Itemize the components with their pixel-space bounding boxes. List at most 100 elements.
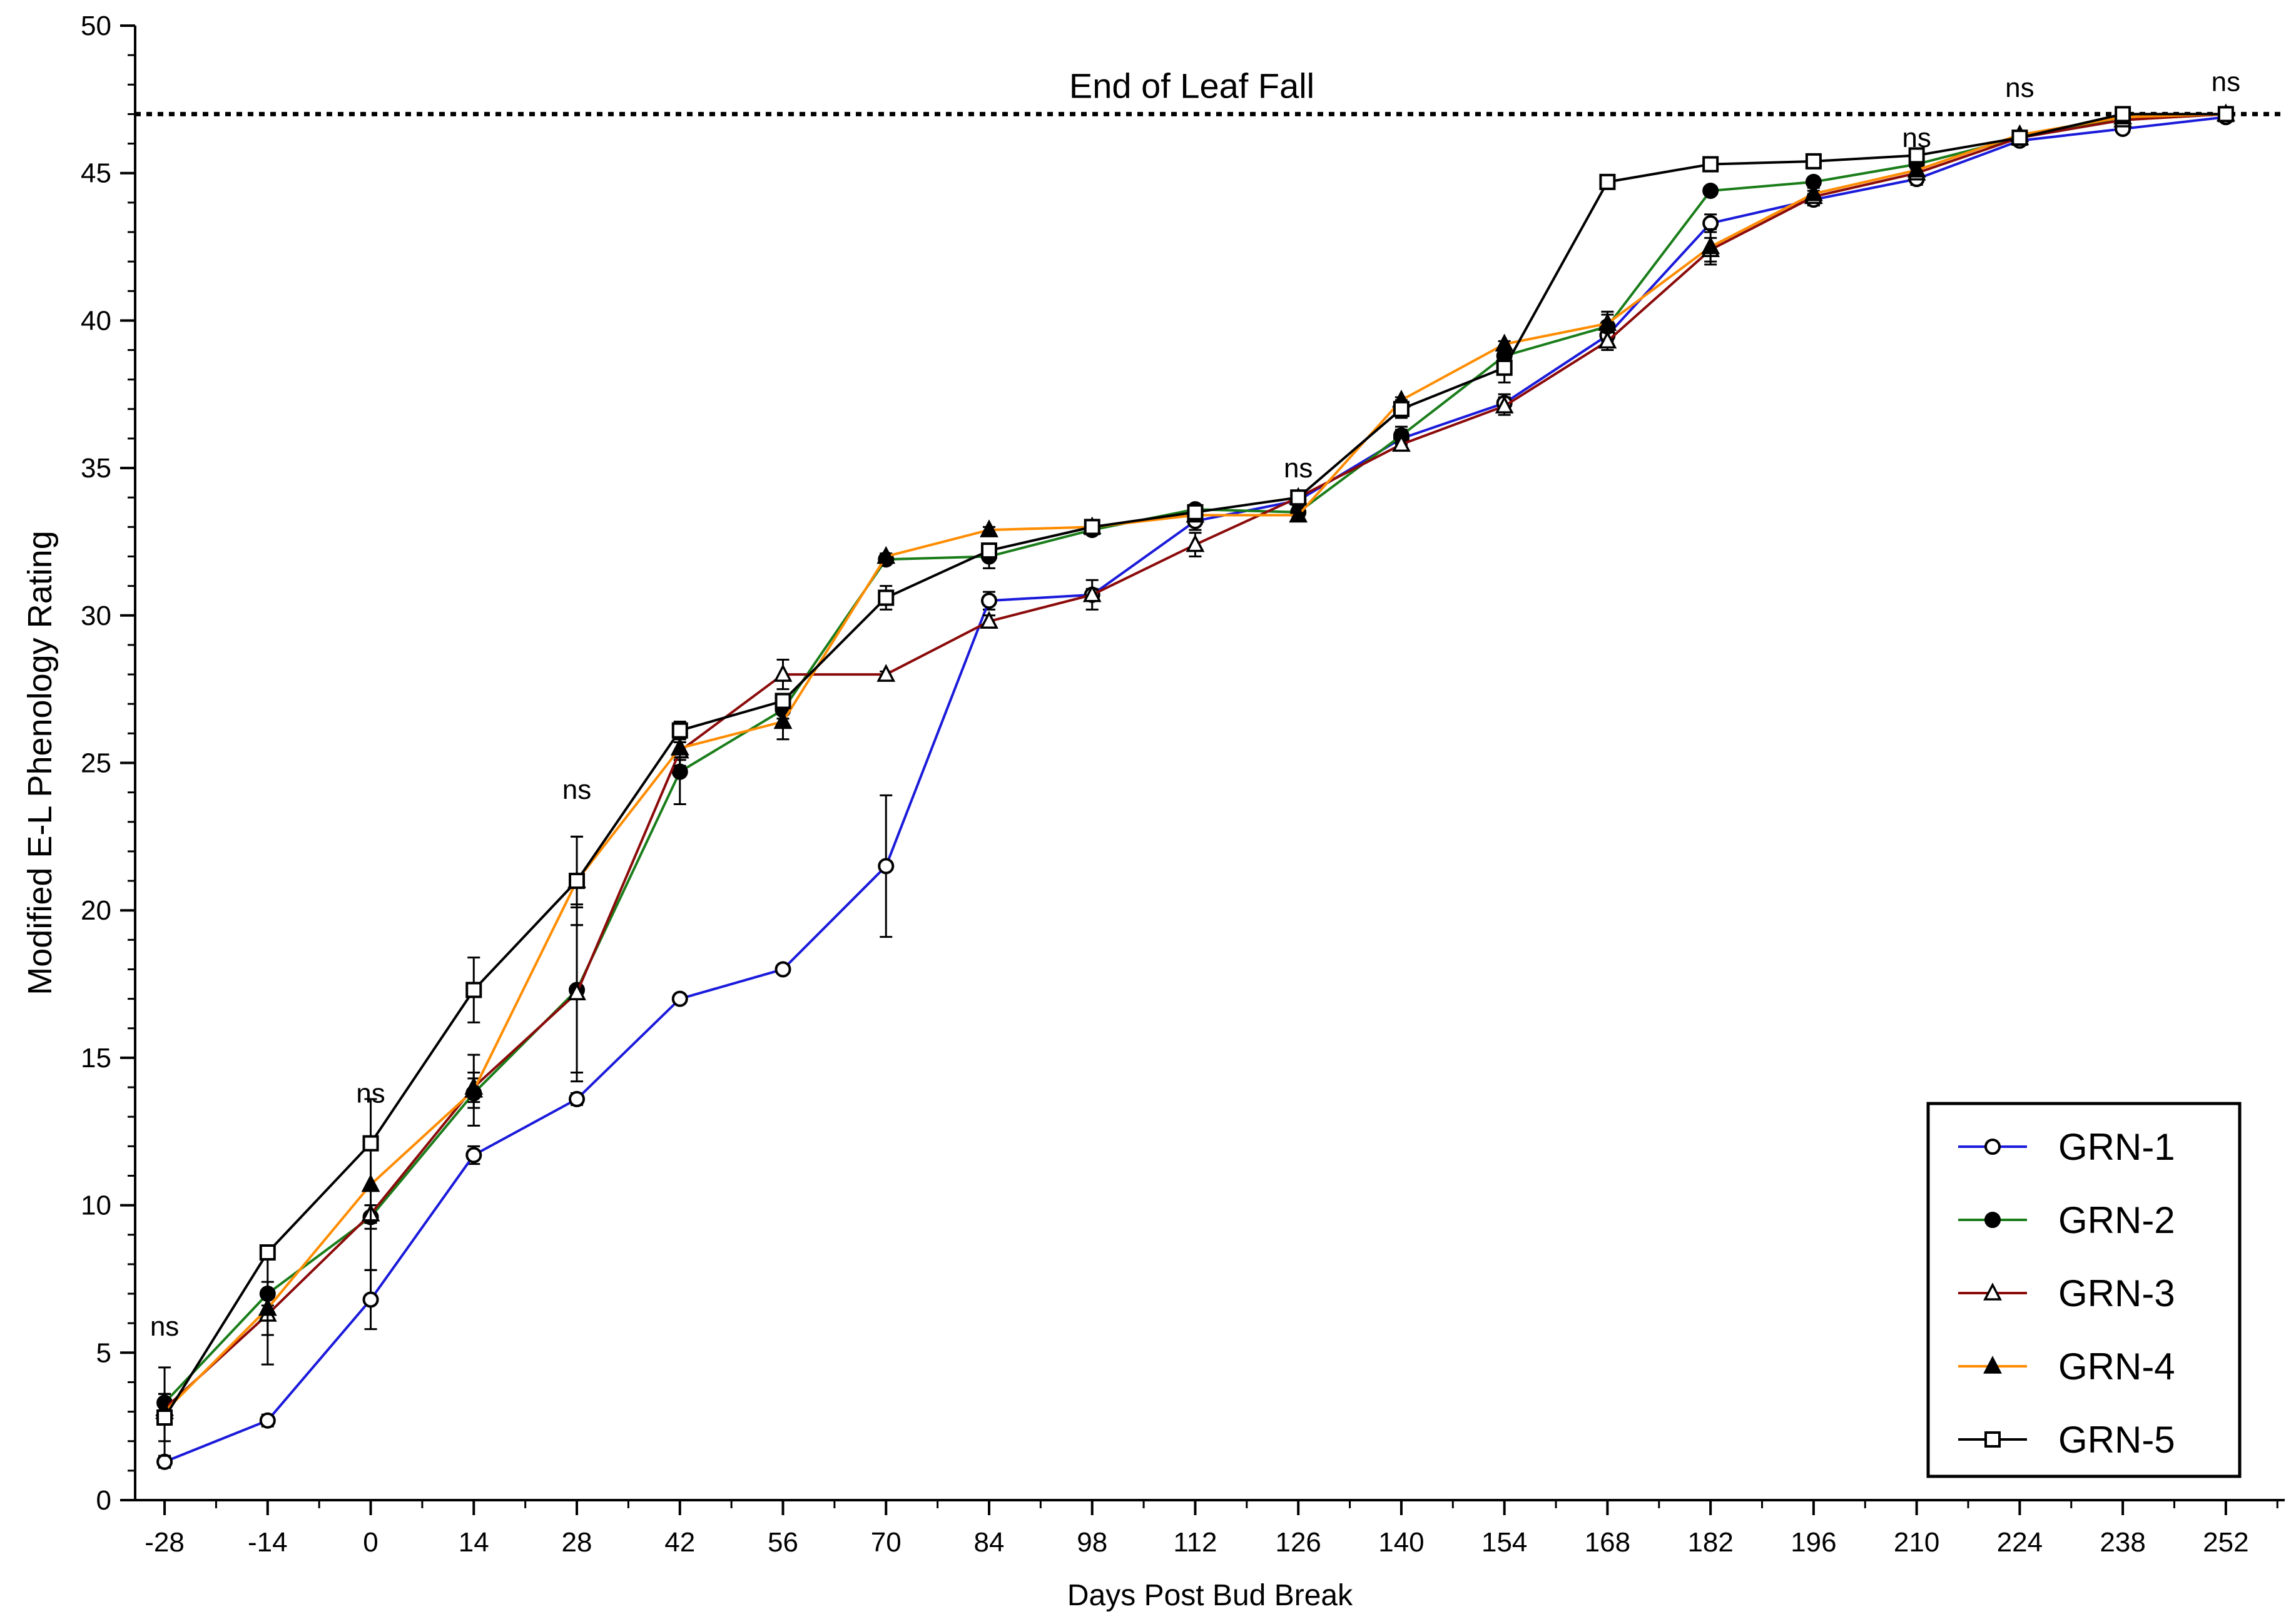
grn-5-point	[2115, 106, 2131, 123]
x-axis-title: Days Post Bud Break	[1067, 1579, 1353, 1612]
ns-annotation: ns	[2212, 67, 2240, 98]
grn-4-point	[1495, 333, 1514, 352]
x-tick-label: 168	[1585, 1527, 1630, 1558]
grn-5-point	[569, 873, 586, 890]
grn-3-point	[773, 664, 793, 682]
grn-4-point	[876, 546, 896, 564]
legend-item-grn-4-label: GRN-4	[2058, 1346, 2175, 1388]
ns-annotation: ns	[2005, 73, 2034, 103]
grn-3-point	[1082, 584, 1102, 602]
y-tick-label: 30	[81, 601, 111, 631]
x-tick-label: 28	[562, 1527, 592, 1558]
grn-2-point	[671, 763, 688, 780]
grn-5-point	[1393, 400, 1410, 417]
grn-4-point	[1804, 183, 1823, 201]
series-layer	[155, 103, 2235, 1470]
grn-3-point	[980, 611, 998, 629]
grn-4-point	[1701, 236, 1720, 255]
grn-5-point	[1290, 489, 1307, 506]
x-tick-label: 210	[1894, 1527, 1939, 1558]
grn-5-series	[156, 106, 2234, 1443]
grn-2-point	[1702, 182, 1719, 199]
grn-1-point	[1702, 215, 1719, 231]
grn-4-point	[258, 1297, 277, 1316]
legend: GRN-1 GRN-2 GRN-3 GRN-4 GRN-5	[1926, 1102, 2242, 1478]
grn-4-point	[361, 1174, 380, 1192]
x-tick-label: -28	[145, 1527, 185, 1558]
grn-2-series	[156, 106, 2234, 1413]
x-tick-label: 70	[871, 1527, 902, 1558]
grn-4-series	[155, 103, 2235, 1457]
x-tick-label: 182	[1687, 1527, 1733, 1558]
grn-4-point	[1289, 504, 1308, 523]
x-tick-label: 196	[1791, 1527, 1836, 1558]
x-tick-label: 56	[768, 1527, 798, 1558]
y-tick-label: 40	[81, 305, 111, 336]
y-tick-label: 25	[81, 748, 111, 779]
grn-5-point	[1805, 153, 1822, 170]
grn-3-point	[1186, 534, 1205, 552]
ns-annotation: ns	[150, 1311, 179, 1342]
x-tick-label: 98	[1077, 1527, 1107, 1558]
y-tick-label: 50	[81, 11, 111, 41]
legend-item-grn-2-marker	[1984, 1212, 2001, 1228]
ns-annotation: ns	[1284, 453, 1313, 484]
legend-item-grn-1-marker	[1984, 1139, 2001, 1155]
y-tick-label: 15	[81, 1043, 111, 1073]
axes-layer: 0 5 10 15 20 25 30 35 40 45 50 -28 -14 0 14 28 42 56 70 84 9…	[81, 11, 2285, 1558]
grn-5-point	[1599, 173, 1616, 190]
grn-5-point	[362, 1135, 379, 1152]
grn-1-point	[465, 1147, 482, 1164]
grn-5-point	[1187, 504, 1204, 520]
grn-1-point	[259, 1412, 276, 1429]
grn-4-point	[670, 738, 689, 756]
x-tick-label: 140	[1378, 1527, 1424, 1558]
y-tick-label: 0	[96, 1485, 111, 1516]
grn-1-point	[878, 858, 895, 875]
grn-5-point	[775, 693, 791, 709]
grn-1-point	[156, 1453, 173, 1470]
grn-3-point	[1495, 395, 1514, 414]
grn-5-point	[671, 722, 688, 739]
reference-line-layer: End of Leaf Fall	[135, 66, 2285, 116]
ns-annotation: ns	[562, 774, 591, 805]
x-tick-label: 154	[1481, 1527, 1527, 1558]
x-tick-label: 14	[459, 1527, 489, 1558]
grn-1-point	[569, 1090, 586, 1107]
y-tick-label: 10	[81, 1190, 111, 1221]
grn-3-point	[567, 982, 586, 1000]
grn-1-point	[362, 1291, 379, 1308]
x-tick-label: -14	[248, 1527, 288, 1558]
y-tick-label: 45	[81, 158, 111, 189]
grn-5-point	[1084, 519, 1100, 535]
grn-5-point	[980, 542, 997, 559]
x-tick-label: 252	[2203, 1527, 2248, 1558]
grn-3-line	[163, 113, 2226, 1410]
grn-3-point	[1392, 434, 1411, 452]
x-tick-label: 0	[363, 1527, 378, 1558]
x-tick-label: 112	[1173, 1527, 1217, 1558]
grn-1-point	[671, 990, 688, 1007]
y-tick-label: 20	[81, 895, 111, 926]
y-tick-label: 35	[81, 453, 111, 484]
grn-3-point	[876, 664, 896, 682]
grn-5-point	[1702, 156, 1719, 173]
annotation-layer: ns ns ns ns ns ns ns	[150, 67, 2240, 1342]
grn-5-point	[2217, 106, 2234, 123]
grn-5-point	[1496, 359, 1513, 376]
grn-3-series	[155, 103, 2235, 1424]
legend-item-grn-2-label: GRN-2	[2058, 1199, 2175, 1241]
grn-5-point	[878, 589, 895, 606]
grn-1-point	[775, 961, 791, 978]
grn-4-point	[464, 1079, 484, 1098]
grn-1-series	[156, 109, 2234, 1470]
legend-item-grn-5-label: GRN-5	[2058, 1419, 2175, 1461]
grn-5-point	[1908, 147, 1925, 164]
ns-annotation: ns	[356, 1078, 385, 1109]
grn-5-point	[259, 1244, 276, 1261]
grn-1-line	[164, 116, 2227, 1463]
y-tick-label: 5	[96, 1337, 111, 1368]
x-tick-label: 42	[664, 1527, 695, 1558]
y-axis-title: Modified E-L Phenology Rating	[21, 530, 59, 995]
